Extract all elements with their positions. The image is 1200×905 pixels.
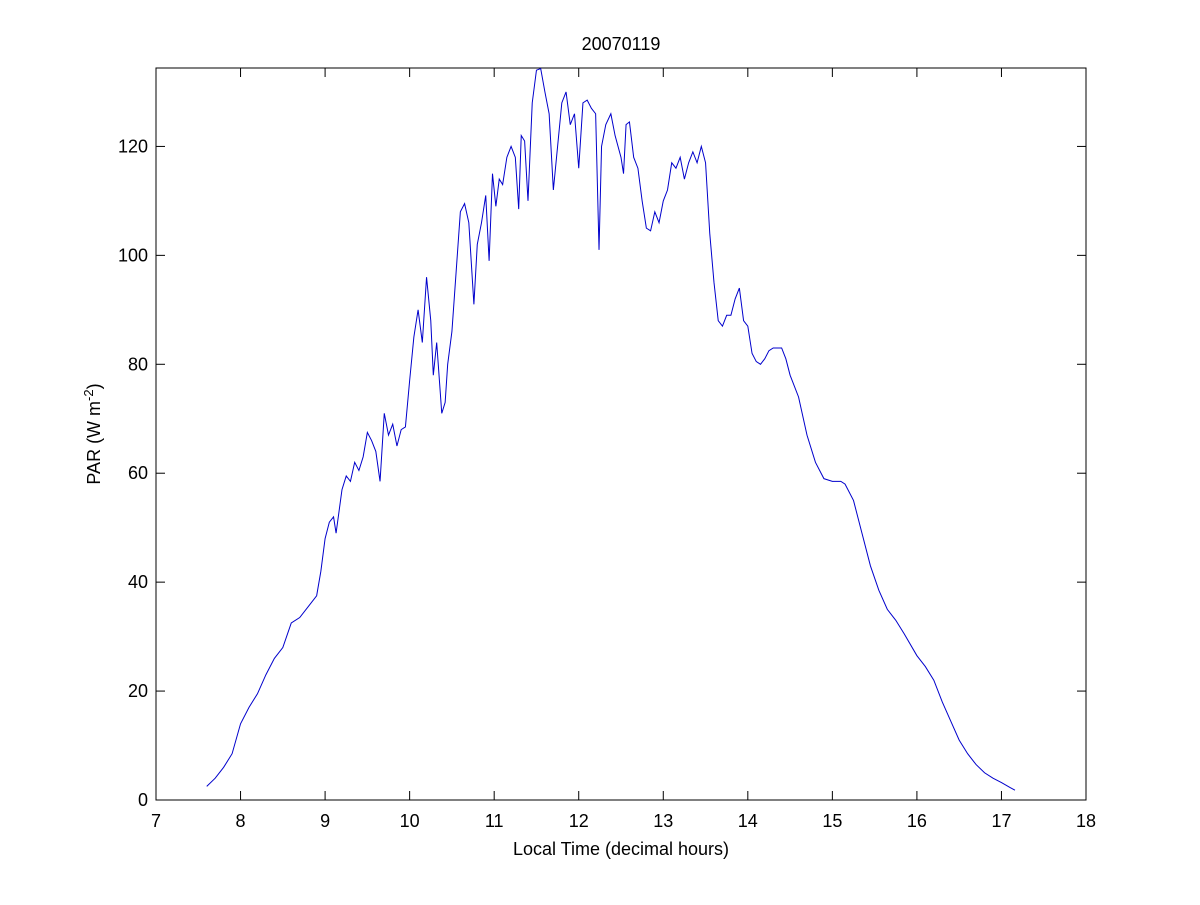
x-tick-label: 13 xyxy=(653,811,673,831)
plot-box xyxy=(155,67,1087,801)
x-tick-label: 11 xyxy=(485,811,504,831)
y-tick-label: 100 xyxy=(118,245,148,265)
x-tick-label: 10 xyxy=(400,811,420,831)
x-tick-label: 18 xyxy=(1076,811,1096,831)
y-tick-label: 80 xyxy=(128,354,148,374)
x-axis-label: Local Time (decimal hours) xyxy=(513,839,729,859)
y-axis-label-sup: -2 xyxy=(81,389,96,401)
y-axis-label: PAR (W m-2) xyxy=(81,383,104,484)
x-tick-label: 9 xyxy=(320,811,330,831)
y-tick-label: 20 xyxy=(128,681,148,701)
x-tick-label: 8 xyxy=(236,811,246,831)
y-axis-label-text: PAR (W m xyxy=(84,401,104,485)
x-tick-label: 16 xyxy=(907,811,927,831)
x-tick-label: 7 xyxy=(151,811,161,831)
x-tick-label: 15 xyxy=(822,811,842,831)
y-axis-label-end: ) xyxy=(84,383,104,389)
y-tick-label: 120 xyxy=(118,136,148,156)
x-tick-label: 17 xyxy=(991,811,1011,831)
x-tick-label: 12 xyxy=(569,811,589,831)
data-line xyxy=(206,67,1016,791)
x-tick-label: 14 xyxy=(738,811,758,831)
y-tick-label: 40 xyxy=(128,572,148,592)
y-tick-label: 0 xyxy=(138,790,148,810)
y-tick-label: 60 xyxy=(128,463,148,483)
chart-title: 20070119 xyxy=(582,34,661,54)
